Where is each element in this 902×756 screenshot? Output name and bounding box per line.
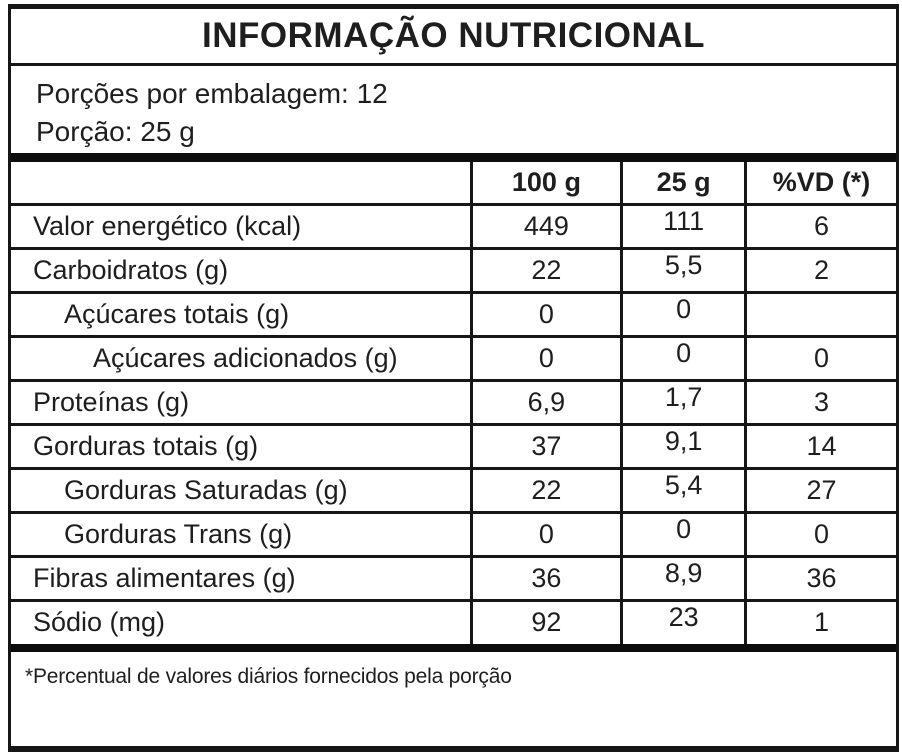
serving-info: Porções por embalagem: 12 Porção: 25 g bbox=[11, 66, 896, 162]
table-row-sodio: Sódio (mg) 92 23 1 bbox=[11, 598, 896, 644]
nutrient-name-cell: Gorduras Saturadas (g) bbox=[11, 466, 473, 514]
table-row-fibras-alimentares: Fibras alimentares (g) 36 8,9 36 bbox=[11, 554, 896, 602]
value-25g-cell: 0 bbox=[620, 510, 748, 558]
value-100g-cell: 36 bbox=[469, 554, 624, 602]
value-vd-cell: 27 bbox=[744, 466, 896, 514]
value-100g-cell: 22 bbox=[469, 466, 624, 514]
nutrient-name-cell: Proteínas (g) bbox=[11, 378, 473, 426]
value-100g-cell: 449 bbox=[469, 202, 624, 250]
value-vd-cell: 1 bbox=[744, 598, 896, 644]
nutrient-name-cell: Gorduras totais (g) bbox=[11, 422, 473, 470]
nutrient-name-cell: Carboidratos (g) bbox=[11, 246, 473, 294]
value-25g-cell: 9,1 bbox=[620, 422, 748, 470]
value-25g-cell: 1,7 bbox=[620, 378, 748, 426]
value-100g-cell: 37 bbox=[469, 422, 624, 470]
value-25g-cell: 5,4 bbox=[620, 466, 748, 514]
nutrient-name-cell: Açúcares totais (g) bbox=[11, 290, 473, 338]
nutrient-name-cell: Fibras alimentares (g) bbox=[11, 554, 473, 602]
value-vd-cell: 2 bbox=[744, 246, 896, 294]
value-25g-cell: 0 bbox=[620, 334, 748, 382]
nutrition-label: INFORMAÇÃO NUTRICIONAL Porções por embal… bbox=[8, 4, 899, 752]
header-25g: 25 g bbox=[620, 162, 748, 206]
value-25g-cell: 5,5 bbox=[620, 246, 748, 294]
nutrient-name-cell: Gorduras Trans (g) bbox=[11, 510, 473, 558]
table-row-gorduras-saturadas: Gorduras Saturadas (g) 22 5,4 27 bbox=[11, 466, 896, 514]
value-vd-cell: 6 bbox=[744, 202, 896, 250]
daily-value-footnote: *Percentual de valores diários fornecido… bbox=[25, 665, 512, 688]
value-vd-cell bbox=[744, 290, 896, 338]
value-vd-cell: 3 bbox=[744, 378, 896, 426]
table-row-acucares-adicionados: Açúcares adicionados (g) 0 0 0 bbox=[11, 334, 896, 382]
value-100g-cell: 92 bbox=[469, 598, 624, 644]
table-row-gorduras-totais: Gorduras totais (g) 37 9,1 14 bbox=[11, 422, 896, 470]
value-100g-cell: 22 bbox=[469, 246, 624, 294]
value-vd-cell: 36 bbox=[744, 554, 896, 602]
portions-per-package-text: Porções por embalagem: 12 bbox=[36, 78, 388, 109]
value-100g-cell: 0 bbox=[469, 334, 624, 382]
value-vd-cell: 14 bbox=[744, 422, 896, 470]
nutrient-name-cell: Sódio (mg) bbox=[11, 598, 473, 644]
table-row-valor-energetico: Valor energético (kcal) 449 111 6 bbox=[11, 202, 896, 250]
value-25g-cell: 23 bbox=[620, 598, 748, 644]
table-row-proteinas: Proteínas (g) 6,9 1,7 3 bbox=[11, 378, 896, 426]
header-100g: 100 g bbox=[469, 162, 624, 206]
portion-size-text: Porção: 25 g bbox=[36, 116, 195, 147]
value-vd-cell: 0 bbox=[744, 334, 896, 382]
table-row-carboidratos: Carboidratos (g) 22 5,5 2 bbox=[11, 246, 896, 294]
label-title: INFORMAÇÃO NUTRICIONAL bbox=[11, 9, 896, 66]
value-25g-cell: 8,9 bbox=[620, 554, 748, 602]
value-25g-cell: 0 bbox=[620, 290, 748, 338]
table-row-gorduras-trans: Gorduras Trans (g) 0 0 0 bbox=[11, 510, 896, 558]
value-25g-cell: 111 bbox=[620, 202, 748, 250]
header-vd: %VD (*) bbox=[744, 162, 896, 206]
value-100g-cell: 6,9 bbox=[469, 378, 624, 426]
table-header-row: 100 g 25 g %VD (*) bbox=[11, 162, 896, 206]
value-vd-cell: 0 bbox=[744, 510, 896, 558]
header-nutrient bbox=[11, 162, 473, 206]
table-row-acucares-totais: Açúcares totais (g) 0 0 bbox=[11, 290, 896, 338]
value-100g-cell: 0 bbox=[469, 510, 624, 558]
section-divider-bar bbox=[11, 644, 896, 652]
nutrient-name-cell: Açúcares adicionados (g) bbox=[11, 334, 473, 382]
nutrient-name-cell: Valor energético (kcal) bbox=[11, 202, 473, 250]
value-100g-cell: 0 bbox=[469, 290, 624, 338]
nutrition-table: 100 g 25 g %VD (*) Valor energético (kca… bbox=[11, 162, 896, 644]
